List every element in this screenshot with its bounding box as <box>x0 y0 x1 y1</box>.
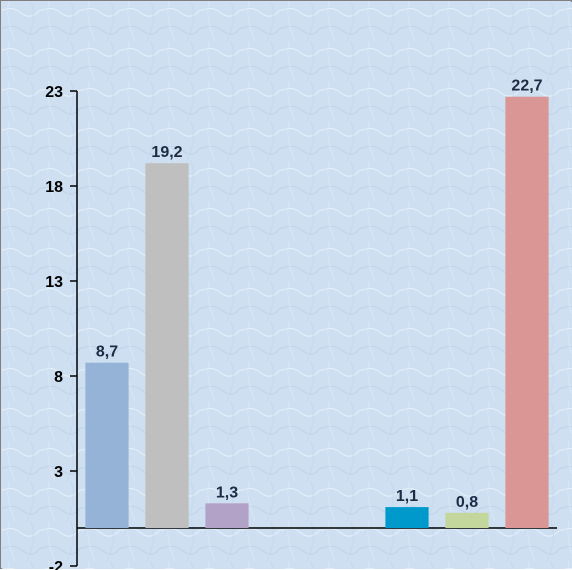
y-tick-label: 18 <box>45 179 63 196</box>
bar-value-label: 1,3 <box>216 484 238 501</box>
bar-value-label: 8,7 <box>96 344 118 361</box>
bar-value-label: 22,7 <box>511 78 542 95</box>
bar-value-label: 19,2 <box>151 144 182 161</box>
bar <box>205 503 249 528</box>
y-tick-label: -2 <box>49 559 63 570</box>
y-tick-label: 3 <box>54 464 63 481</box>
bar <box>505 96 549 528</box>
bar <box>85 362 129 528</box>
bar-value-label: 0,8 <box>456 494 478 511</box>
bar <box>145 163 189 528</box>
data-labels: 8,7 19,2 1,3 1,1 0,8 22,7 <box>96 78 543 511</box>
bar <box>385 507 429 528</box>
bars <box>85 96 549 528</box>
bar-value-label: 1,1 <box>396 488 418 505</box>
y-tick-label: 8 <box>54 369 63 386</box>
bar <box>445 512 489 528</box>
y-tick-label: 23 <box>45 84 63 101</box>
y-tick-label: 13 <box>45 274 63 291</box>
